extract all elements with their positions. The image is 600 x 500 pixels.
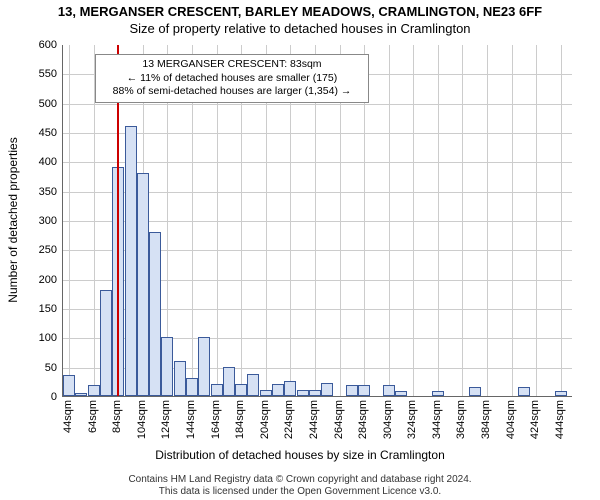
x-tick-label: 244sqm bbox=[308, 400, 320, 439]
x-tick-label: 404sqm bbox=[505, 400, 517, 439]
chart-title-subtitle: Size of property relative to detached ho… bbox=[0, 19, 600, 36]
x-tick-label: 204sqm bbox=[259, 400, 271, 439]
histogram-bar bbox=[88, 385, 100, 396]
x-tick-label: 264sqm bbox=[333, 400, 345, 439]
histogram-bar bbox=[174, 361, 186, 396]
histogram-bar bbox=[149, 232, 161, 396]
histogram-bar bbox=[555, 391, 567, 396]
histogram-bar bbox=[125, 126, 137, 396]
x-tick-label: 144sqm bbox=[185, 400, 197, 439]
x-tick-label: 304sqm bbox=[382, 400, 394, 439]
histogram-bar bbox=[272, 384, 284, 396]
histogram-bar bbox=[346, 385, 358, 396]
gridline-h bbox=[63, 104, 572, 105]
footer-line-1: Contains HM Land Registry data © Crown c… bbox=[0, 474, 600, 486]
y-tick-label: 550 bbox=[17, 68, 57, 80]
annotation-box: 13 MERGANSER CRESCENT: 83sqm ← 11% of de… bbox=[95, 54, 369, 103]
histogram-bar bbox=[63, 375, 75, 396]
y-tick-label: 350 bbox=[17, 186, 57, 198]
histogram-bar bbox=[469, 387, 481, 396]
histogram-bar bbox=[432, 391, 444, 396]
histogram-bar bbox=[161, 337, 173, 396]
y-tick-label: 300 bbox=[17, 215, 57, 227]
x-tick-label: 44sqm bbox=[62, 400, 74, 433]
x-tick-label: 384sqm bbox=[480, 400, 492, 439]
annotation-line-2: ← 11% of detached houses are smaller (17… bbox=[102, 72, 362, 86]
footer-line-2: This data is licensed under the Open Gov… bbox=[0, 486, 600, 498]
y-tick-label: 150 bbox=[17, 303, 57, 315]
x-tick-label: 124sqm bbox=[160, 400, 172, 439]
x-tick-label: 444sqm bbox=[554, 400, 566, 439]
histogram-bar bbox=[260, 390, 272, 396]
gridline-h bbox=[63, 162, 572, 163]
histogram-bar bbox=[383, 385, 395, 396]
histogram-bar bbox=[247, 374, 259, 396]
histogram-bar bbox=[186, 378, 198, 396]
histogram-bar bbox=[223, 367, 235, 396]
y-tick-label: 200 bbox=[17, 274, 57, 286]
x-tick-label: 104sqm bbox=[136, 400, 148, 439]
x-tick-label: 84sqm bbox=[111, 400, 123, 433]
histogram-bar bbox=[297, 390, 309, 396]
gridline-h bbox=[63, 133, 572, 134]
histogram-bar bbox=[309, 390, 321, 396]
x-tick-label: 64sqm bbox=[87, 400, 99, 433]
x-tick-label: 184sqm bbox=[234, 400, 246, 439]
y-tick-label: 400 bbox=[17, 156, 57, 168]
histogram-bar bbox=[358, 385, 370, 396]
x-tick-label: 344sqm bbox=[431, 400, 443, 439]
histogram-bar bbox=[235, 384, 247, 396]
y-tick-label: 100 bbox=[17, 332, 57, 344]
x-tick-label: 324sqm bbox=[406, 400, 418, 439]
gridline-v bbox=[438, 45, 439, 396]
histogram-bar bbox=[518, 387, 530, 396]
y-tick-label: 250 bbox=[17, 244, 57, 256]
histogram-bar bbox=[211, 384, 223, 396]
x-tick-label: 284sqm bbox=[357, 400, 369, 439]
gridline-v bbox=[69, 45, 70, 396]
gridline-v bbox=[561, 45, 562, 396]
histogram-bar bbox=[284, 381, 296, 396]
gridline-v bbox=[389, 45, 390, 396]
x-tick-label: 364sqm bbox=[455, 400, 467, 439]
gridline-v bbox=[512, 45, 513, 396]
x-tick-label: 424sqm bbox=[529, 400, 541, 439]
histogram-bar bbox=[100, 290, 112, 396]
histogram-bar bbox=[198, 337, 210, 396]
x-axis-label: Distribution of detached houses by size … bbox=[0, 448, 600, 462]
annotation-line-3: 88% of semi-detached houses are larger (… bbox=[102, 85, 362, 99]
annotation-line-1: 13 MERGANSER CRESCENT: 83sqm bbox=[102, 58, 362, 72]
gridline-v bbox=[487, 45, 488, 396]
gridline-v bbox=[462, 45, 463, 396]
y-tick-label: 50 bbox=[17, 362, 57, 374]
histogram-bar bbox=[75, 393, 87, 396]
histogram-bar bbox=[395, 391, 407, 396]
y-tick-label: 500 bbox=[17, 98, 57, 110]
histogram-bar bbox=[137, 173, 149, 396]
gridline-v bbox=[536, 45, 537, 396]
footer-attribution: Contains HM Land Registry data © Crown c… bbox=[0, 474, 600, 498]
x-tick-label: 224sqm bbox=[283, 400, 295, 439]
y-tick-label: 600 bbox=[17, 39, 57, 51]
chart-title-address: 13, MERGANSER CRESCENT, BARLEY MEADOWS, … bbox=[0, 0, 600, 19]
y-tick-label: 450 bbox=[17, 127, 57, 139]
x-tick-label: 164sqm bbox=[210, 400, 222, 439]
gridline-v bbox=[413, 45, 414, 396]
histogram-bar bbox=[321, 383, 333, 396]
y-tick-label: 0 bbox=[17, 391, 57, 403]
